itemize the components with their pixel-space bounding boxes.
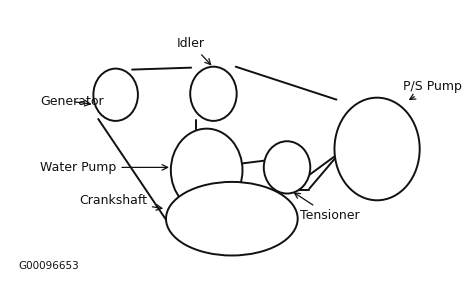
Ellipse shape [335, 98, 419, 200]
Ellipse shape [190, 67, 237, 121]
Text: Tensioner: Tensioner [294, 193, 359, 222]
Text: P/S Pump: P/S Pump [403, 80, 462, 99]
Text: G00096653: G00096653 [19, 261, 80, 271]
Text: Idler: Idler [177, 37, 210, 64]
Ellipse shape [93, 69, 138, 121]
Ellipse shape [264, 141, 310, 194]
Ellipse shape [166, 182, 298, 255]
Text: Water Pump: Water Pump [40, 161, 168, 174]
Text: Crankshaft: Crankshaft [79, 194, 162, 210]
Ellipse shape [171, 129, 243, 212]
Text: Generator: Generator [40, 95, 104, 108]
